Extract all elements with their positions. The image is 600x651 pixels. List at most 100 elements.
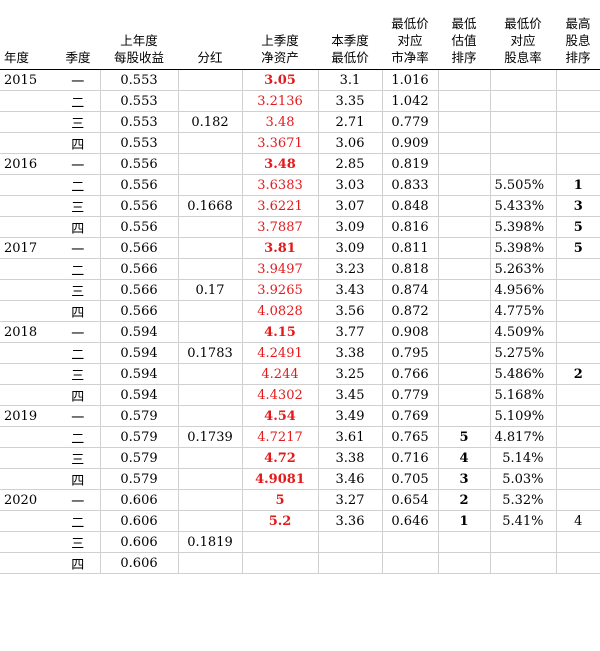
- cell-valuation-rank: 1: [438, 510, 491, 532]
- cell-eps: 0.579: [100, 426, 179, 448]
- header-pb: 最低价 对应 市净率: [382, 0, 438, 70]
- cell-pb: 0.818: [382, 258, 439, 280]
- cell-eps: 0.606: [100, 531, 179, 553]
- cell-year: [0, 384, 56, 406]
- table-row: 三 0.594 4.244 3.25 0.766 5.486% 2: [0, 363, 600, 385]
- cell-quarter: 一: [56, 69, 101, 91]
- cell-year: [0, 552, 56, 574]
- cell-year: 2015: [0, 69, 56, 91]
- cell-dividend-yield: 5.275%: [490, 342, 557, 364]
- cell-quarter: 四: [56, 384, 101, 406]
- cell-low-price: 3.07: [318, 195, 383, 217]
- cell-quarter: 一: [56, 153, 101, 175]
- cell-valuation-rank: [438, 552, 491, 574]
- cell-nav: 3.81: [242, 237, 319, 259]
- table-row: 二 0.594 0.1783 4.2491 3.38 0.795 5.275%: [0, 342, 600, 364]
- cell-low-price: 3.36: [318, 510, 383, 532]
- cell-dividend-yield: 5.168%: [490, 384, 557, 406]
- cell-valuation-rank: [438, 195, 491, 217]
- table-row: 四 0.553 3.3671 3.06 0.909: [0, 132, 600, 154]
- cell-dividend: [178, 384, 243, 406]
- cell-low-price: 3.1: [318, 69, 383, 91]
- table-row: 2017 一 0.566 3.81 3.09 0.811 5.398% 5: [0, 237, 600, 259]
- cell-year: [0, 447, 56, 469]
- cell-dividend-yield: 4.775%: [490, 300, 557, 322]
- cell-yield-rank: [556, 69, 600, 91]
- table-row: 2019 一 0.579 4.54 3.49 0.769 5.109%: [0, 405, 600, 427]
- cell-dividend-yield: 5.32%: [490, 489, 557, 511]
- cell-valuation-rank: [438, 174, 491, 196]
- cell-nav: 4.4302: [242, 384, 319, 406]
- cell-nav: 3.6221: [242, 195, 319, 217]
- cell-low-price: 3.09: [318, 216, 383, 238]
- cell-pb: 0.779: [382, 111, 439, 133]
- cell-quarter: 四: [56, 552, 101, 574]
- cell-low-price: 3.38: [318, 342, 383, 364]
- cell-dividend-yield: 5.433%: [490, 195, 557, 217]
- cell-low-price: 3.03: [318, 174, 383, 196]
- cell-low-price: 3.61: [318, 426, 383, 448]
- cell-valuation-rank: 2: [438, 489, 491, 511]
- cell-pb: 0.769: [382, 405, 439, 427]
- cell-low-price: 3.09: [318, 237, 383, 259]
- cell-dividend: [178, 468, 243, 490]
- cell-dividend: [178, 153, 243, 175]
- cell-year: 2018: [0, 321, 56, 343]
- cell-valuation-rank: [438, 69, 491, 91]
- cell-yield-rank: [556, 552, 600, 574]
- cell-eps: 0.556: [100, 174, 179, 196]
- cell-low-price: 3.06: [318, 132, 383, 154]
- cell-dividend-yield: 5.14%: [490, 447, 557, 469]
- cell-pb: 0.654: [382, 489, 439, 511]
- cell-yield-rank: [556, 426, 600, 448]
- header-quarter: 季度: [56, 0, 100, 70]
- cell-valuation-rank: [438, 405, 491, 427]
- cell-pb: 0.848: [382, 195, 439, 217]
- cell-year: 2017: [0, 237, 56, 259]
- cell-nav: 3.3671: [242, 132, 319, 154]
- cell-year: [0, 111, 56, 133]
- cell-quarter: 三: [56, 111, 101, 133]
- cell-low-price: 2.71: [318, 111, 383, 133]
- cell-low-price: 3.27: [318, 489, 383, 511]
- table-row: 三 0.553 0.182 3.48 2.71 0.779: [0, 111, 600, 133]
- cell-quarter: 一: [56, 489, 101, 511]
- cell-eps: 0.553: [100, 69, 179, 91]
- cell-low-price: 3.23: [318, 258, 383, 280]
- cell-pb: 0.874: [382, 279, 439, 301]
- header-eps: 上年度 每股收益: [100, 0, 178, 70]
- cell-pb: 0.779: [382, 384, 439, 406]
- cell-quarter: 三: [56, 447, 101, 469]
- cell-year: [0, 363, 56, 385]
- cell-nav: 4.15: [242, 321, 319, 343]
- cell-eps: 0.606: [100, 552, 179, 574]
- cell-yield-rank: 4: [556, 510, 600, 532]
- cell-eps: 0.579: [100, 405, 179, 427]
- cell-dividend: 0.1739: [178, 426, 243, 448]
- cell-yield-rank: 1: [556, 174, 600, 196]
- cell-low-price: 3.35: [318, 90, 383, 112]
- cell-yield-rank: [556, 90, 600, 112]
- cell-quarter: 一: [56, 321, 101, 343]
- cell-eps: 0.594: [100, 363, 179, 385]
- header-yield-rank: 最高 股息 排序: [556, 0, 600, 70]
- header-row: 年度 季度 上年度 每股收益 分红 上季度 净资产 本季度 最低价 最低价 对应 市净率 …: [0, 0, 600, 70]
- cell-dividend-yield: [490, 69, 557, 91]
- cell-nav: 4.9081: [242, 468, 319, 490]
- header-valuation-rank: 最低 估值 排序: [438, 0, 490, 70]
- table-row: 2016 一 0.556 3.48 2.85 0.819: [0, 153, 600, 175]
- cell-yield-rank: 5: [556, 237, 600, 259]
- cell-valuation-rank: 5: [438, 426, 491, 448]
- cell-low-price: 3.43: [318, 279, 383, 301]
- cell-dividend: [178, 132, 243, 154]
- table-row: 二 0.556 3.6383 3.03 0.833 5.505% 1: [0, 174, 600, 196]
- cell-valuation-rank: [438, 300, 491, 322]
- cell-low-price: 3.56: [318, 300, 383, 322]
- cell-dividend-yield: 5.398%: [490, 216, 557, 238]
- cell-quarter: 三: [56, 531, 101, 553]
- cell-valuation-rank: [438, 384, 491, 406]
- table-row: 2015 一 0.553 3.05 3.1 1.016: [0, 69, 600, 91]
- cell-nav: 4.72: [242, 447, 319, 469]
- cell-dividend-yield: 4.817%: [490, 426, 557, 448]
- cell-yield-rank: [556, 300, 600, 322]
